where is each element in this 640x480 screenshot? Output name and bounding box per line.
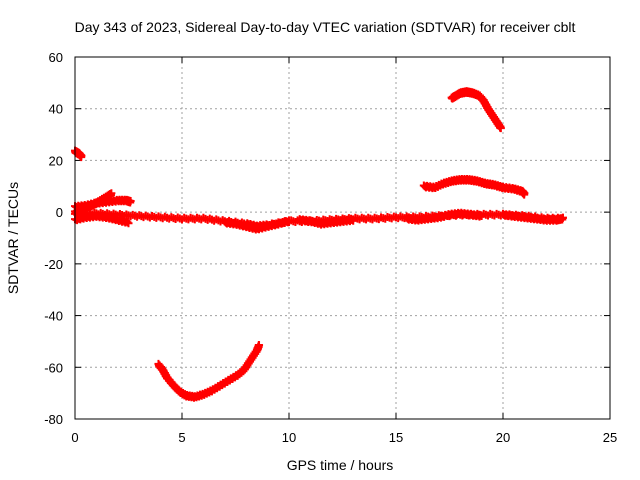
y-tick-label: 20 [49,153,63,168]
x-tick-label: 0 [71,430,78,445]
series-arc-10 [419,175,529,199]
y-tick-label: -60 [44,360,63,375]
series-arc-6 [220,216,293,234]
y-tick-label: 60 [49,50,63,65]
data-point-marks [295,215,358,229]
y-axis-label: SDTVAR / TECUs [5,182,21,294]
series-arc-9 [499,209,567,225]
axis-ticks: 0 5 10 15 20 25 -80 -60 -40 -20 0 20 40 60 [44,50,617,445]
data-point-marks [220,216,293,234]
y-tick-label: 0 [56,205,63,220]
plot-area [71,87,567,402]
data-point-marks [447,87,505,133]
x-tick-label: 10 [282,430,296,445]
series-arc-8 [402,208,486,225]
data-point-marks [419,175,529,199]
x-axis-label: GPS time / hours [287,457,394,473]
x-tick-label: 20 [496,430,510,445]
y-tick-label: -40 [44,309,63,324]
data-point-marks [402,208,486,225]
x-tick-label: 5 [178,430,185,445]
x-tick-label: 25 [603,430,617,445]
series-arc-11 [447,87,505,133]
x-tick-label: 15 [389,430,403,445]
y-tick-label: -80 [44,412,63,427]
series-arc-12 [154,341,264,402]
y-tick-label: -20 [44,257,63,272]
data-point-marks [499,209,567,225]
data-point-marks [71,146,86,162]
data-point-marks [154,341,264,402]
series-arc-7 [295,215,358,229]
plot-frame [74,56,611,420]
grid [75,57,610,419]
series-arc-1 [71,146,86,162]
y-tick-label: 40 [49,102,63,117]
chart-title: Day 343 of 2023, Sidereal Day-to-day VTE… [75,19,576,35]
